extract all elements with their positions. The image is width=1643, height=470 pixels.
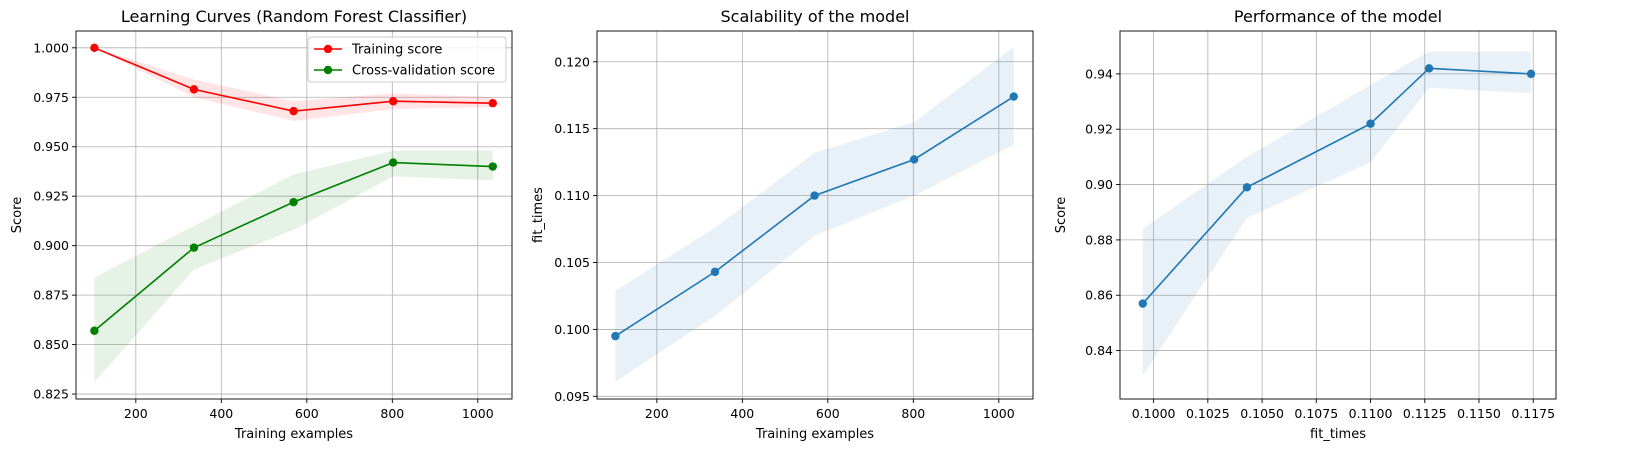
x-tick-label: 0.1150 [1457,406,1501,421]
x-tick-label: 1000 [983,406,1015,421]
y-axis-label: Score [10,197,25,233]
x-tick-label: 600 [295,406,319,421]
data-point [611,331,620,341]
y-tick-label: 0.825 [33,387,69,402]
x-tick-label: 400 [730,406,754,421]
data-point [90,326,99,335]
x-tick-label: 1000 [462,406,494,421]
x-tick-label: 800 [901,406,925,421]
y-tick-label: 0.925 [33,189,69,204]
axes-frame [75,30,513,400]
y-tick-label: 0.86 [1085,288,1113,303]
data-point [1366,119,1375,128]
chart-title: Learning Curves (Random Forest Classifie… [121,7,467,26]
data-point [388,97,398,106]
data-point [488,162,497,171]
y-tick-label: 0.105 [554,255,590,270]
legend-marker [323,65,333,75]
x-tick-label: 0.1125 [1403,406,1447,421]
y-tick-label: 0.88 [1085,232,1113,247]
data-point [1424,64,1434,73]
y-tick-label: 0.850 [33,337,69,352]
confidence-band-1 [615,47,1014,382]
y-tick-label: 0.84 [1085,343,1113,358]
y-tick-label: 0.92 [1085,122,1113,137]
y-axis-label: fit_times [531,187,546,243]
x-tick-label: 0.1175 [1511,406,1555,421]
chart-panel-2: 200 400 600 800 1000 0.095 0.100 0.105 0.110 0.11… [531,7,1034,442]
data-point [90,43,99,53]
y-tick-label: 0.94 [1085,66,1113,81]
legend: Training score Cross-validation score [307,36,507,83]
x-axis-label: fit_times [1310,427,1366,442]
y-tick-label: 0.095 [554,389,590,404]
x-tick-label: 0.1075 [1294,406,1338,421]
grid [1120,31,1556,399]
data-point [1009,92,1018,101]
y-tick-label: 0.90 [1085,177,1113,192]
legend-marker [323,44,333,54]
x-tick-label: 0.1050 [1240,406,1284,421]
data-point [1242,183,1252,192]
data-point [810,191,819,200]
x-tick-label: 200 [124,406,148,421]
axes-frame [596,30,1034,400]
data-point [710,267,720,277]
confidence-band-1 [1142,51,1532,376]
chart-panel-1: 200 400 600 800 1000 0.825 0.850 0.875 0.900 0.92… [10,7,513,442]
y-tick-label: 0.900 [33,238,69,253]
x-tick-label: 600 [816,406,840,421]
data-point [189,85,199,94]
legend-label: Cross-validation score [352,64,495,79]
x-tick-label: 400 [209,406,233,421]
y-tick-label: 0.100 [554,322,590,337]
data-point [388,158,398,167]
y-axis-label: Score [1054,197,1069,233]
data-point [1138,299,1147,308]
y-tick-label: 0.115 [554,121,590,136]
x-axis-label: Training examples [234,427,353,442]
x-tick-label: 0.1100 [1349,406,1393,421]
grid [597,31,1033,399]
y-tick-label: 0.110 [554,188,590,203]
y-tick-label: 0.975 [33,90,69,105]
x-axis-label: Training examples [755,427,874,442]
data-point [909,155,919,164]
axes-frame [1119,30,1557,400]
chart-title: Performance of the model [1234,7,1442,26]
legend-label: Training score [351,43,442,58]
y-tick-label: 1.000 [33,40,69,55]
chart-panel-3: 0.1000 0.1025 0.1050 0.1075 0.1100 0.1125 0.11… [1054,7,1557,442]
data-point [488,99,497,108]
confidence-band-2 [94,150,493,383]
legend-box [307,36,507,83]
data-point [289,197,298,207]
x-tick-label: 0.1000 [1132,406,1176,421]
y-tick-label: 0.120 [554,54,590,69]
y-tick-label: 0.875 [33,288,69,303]
data-point [289,106,298,116]
data-point [189,243,199,252]
y-tick-label: 0.950 [33,139,69,154]
data-point [1526,69,1536,79]
x-tick-label: 0.1025 [1186,406,1230,421]
chart-title: Scalability of the model [721,7,910,26]
x-tick-label: 200 [645,406,669,421]
x-tick-label: 800 [380,406,404,421]
